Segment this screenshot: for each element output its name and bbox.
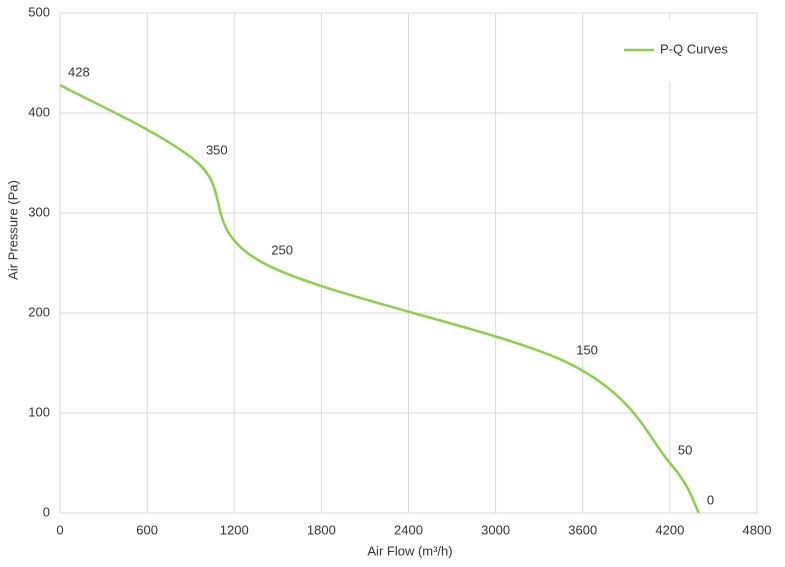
x-tick-label: 0 [56,522,63,537]
x-axis-label: Air Flow (m³/h) [367,543,452,558]
y-tick-label: 0 [43,504,50,519]
data-label: 428 [68,64,90,79]
x-tick-label: 4200 [655,522,684,537]
y-tick-label: 500 [28,4,50,19]
x-tick-label: 2400 [394,522,423,537]
y-axis-label: Air Pressure (Pa) [5,180,20,280]
y-tick-label: 100 [28,404,50,419]
x-tick-label: 3000 [481,522,510,537]
data-label: 150 [576,342,598,357]
y-tick-label: 200 [28,304,50,319]
x-tick-label: 1800 [307,522,336,537]
x-tick-label: 1200 [220,522,249,537]
x-tick-label: 4800 [743,522,772,537]
data-label: 50 [678,442,692,457]
data-label: 0 [707,492,714,507]
x-tick-label: 3600 [568,522,597,537]
y-tick-label: 300 [28,204,50,219]
legend-label: P-Q Curves [660,41,728,56]
legend: P-Q Curves [600,20,754,82]
y-tick-label: 400 [28,104,50,119]
data-label: 350 [206,142,228,157]
x-tick-label: 600 [136,522,158,537]
line [59,83,701,514]
data-label: 250 [271,242,293,257]
